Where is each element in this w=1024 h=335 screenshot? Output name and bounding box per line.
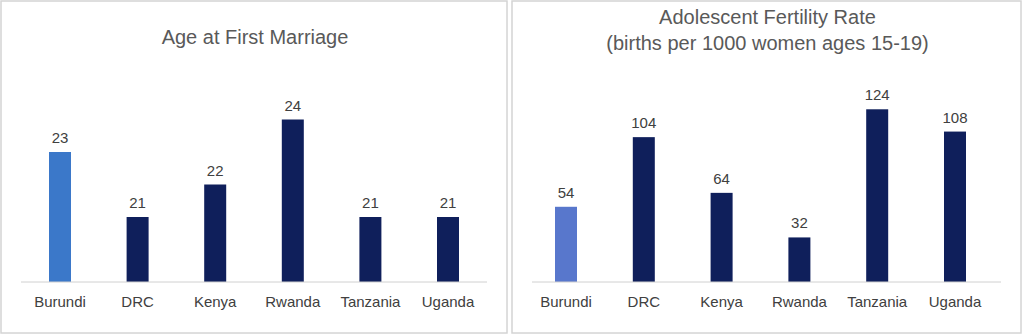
chart-title: Age at First Marriage bbox=[162, 26, 349, 48]
x-tick-label: DRC bbox=[121, 293, 154, 310]
chart-subtitle: (births per 1000 women ages 15-19) bbox=[606, 32, 928, 54]
bar bbox=[866, 109, 888, 282]
data-label: 21 bbox=[129, 194, 146, 211]
bar bbox=[944, 132, 966, 282]
x-axis-line bbox=[21, 282, 487, 283]
x-tick-label: DRC bbox=[628, 293, 661, 310]
chart-title: Adolescent Fertility Rate bbox=[659, 6, 876, 28]
data-label: 108 bbox=[942, 109, 967, 126]
x-tick-label: Burundi bbox=[34, 293, 86, 310]
data-label: 22 bbox=[207, 162, 224, 179]
x-tick-label: Rwanda bbox=[772, 293, 828, 310]
panel-frame bbox=[512, 1, 1021, 333]
x-tick-label: Tanzania bbox=[847, 293, 908, 310]
panel-frame bbox=[1, 1, 507, 333]
x-tick-label: Burundi bbox=[540, 293, 592, 310]
bar bbox=[282, 120, 304, 283]
bar bbox=[49, 152, 71, 282]
data-label: 54 bbox=[558, 184, 575, 201]
data-label: 32 bbox=[791, 214, 808, 231]
x-axis-line bbox=[532, 282, 1001, 283]
bar bbox=[204, 185, 226, 283]
x-tick-label: Uganda bbox=[422, 293, 475, 310]
data-label: 21 bbox=[440, 194, 457, 211]
data-label: 124 bbox=[865, 86, 890, 103]
data-label: 21 bbox=[362, 194, 379, 211]
bar bbox=[555, 207, 577, 282]
chart-panel: Adolescent Fertility Rate (births per 100… bbox=[512, 1, 1021, 333]
x-tick-label: Uganda bbox=[929, 293, 982, 310]
bar bbox=[788, 237, 810, 282]
chart-canvas: Age at First Marriage 23 21 22 24 21 21 Burundi… bbox=[0, 0, 1024, 335]
bar bbox=[633, 137, 655, 282]
bar bbox=[437, 217, 459, 282]
x-tick-label: Kenya bbox=[700, 293, 743, 310]
x-tick-label: Tanzania bbox=[340, 293, 401, 310]
data-label: 24 bbox=[284, 97, 301, 114]
bar bbox=[127, 217, 149, 282]
root: Age at First Marriage 23 21 22 24 21 21 Burundi… bbox=[0, 0, 1024, 335]
chart-panel: Age at First Marriage 23 21 22 24 21 21 Burundi… bbox=[1, 1, 507, 333]
data-label: 23 bbox=[52, 129, 69, 146]
data-label: 64 bbox=[713, 170, 730, 187]
bar bbox=[711, 193, 733, 282]
x-tick-label: Kenya bbox=[194, 293, 237, 310]
data-label: 104 bbox=[631, 114, 656, 131]
x-tick-label: Rwanda bbox=[265, 293, 321, 310]
bar bbox=[359, 217, 381, 282]
bars bbox=[49, 120, 459, 283]
bars bbox=[555, 109, 966, 282]
